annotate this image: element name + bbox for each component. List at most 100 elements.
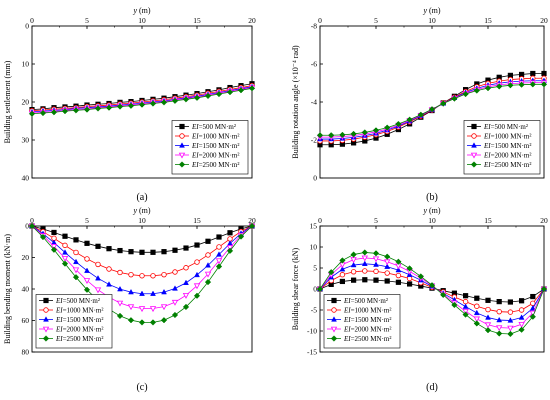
- data-point: [339, 257, 346, 264]
- data-point: [237, 233, 245, 240]
- data-point: [193, 292, 201, 299]
- data-point: [518, 298, 525, 304]
- data-point: [139, 249, 145, 255]
- data-point: [248, 222, 256, 230]
- legend-entry: EI=2000 MN·m²: [483, 152, 531, 160]
- data-point: [216, 234, 222, 240]
- data-point: [127, 304, 135, 311]
- x-tick-label: 20: [248, 216, 256, 225]
- y-tick-label: 30: [22, 136, 30, 145]
- legend-marker: [42, 326, 50, 333]
- series-5: [28, 85, 256, 117]
- data-point: [139, 273, 145, 279]
- data-point: [51, 229, 57, 236]
- data-point: [507, 299, 514, 305]
- y-tick-label: -4: [311, 98, 317, 107]
- data-point: [50, 109, 58, 116]
- legend-entry: EI=500 MN·m²: [55, 297, 100, 305]
- data-point: [226, 247, 234, 255]
- data-point: [484, 84, 492, 92]
- data-point: [84, 256, 90, 262]
- legend-entry: EI=500 MN·m²: [483, 123, 528, 131]
- x-tick-label: 0: [30, 16, 34, 25]
- data-point: [161, 271, 167, 278]
- data-point: [205, 262, 211, 268]
- data-point: [384, 263, 391, 269]
- data-point: [171, 311, 179, 319]
- data-point: [406, 116, 413, 123]
- panel-caption: (d): [426, 382, 438, 393]
- data-point: [350, 251, 357, 258]
- data-point: [529, 313, 536, 320]
- data-point: [160, 317, 168, 324]
- y-tick-label: 0: [25, 222, 29, 231]
- data-point: [51, 239, 57, 245]
- y-tick-label: -8: [311, 22, 317, 31]
- data-point: [518, 71, 525, 78]
- data-point: [84, 240, 90, 246]
- data-point: [182, 96, 190, 103]
- x-axis-label: y (m): [422, 206, 440, 215]
- data-point: [339, 278, 346, 285]
- data-point: [127, 102, 135, 109]
- y-tick-label: 40: [22, 174, 30, 183]
- x-tick-label: 10: [138, 216, 146, 225]
- y-axis-label: Building rotation angle (×10⁻⁴ rad): [291, 45, 300, 159]
- data-point: [372, 127, 380, 134]
- data-point: [350, 130, 357, 138]
- data-point: [183, 279, 189, 286]
- panel-caption: (b): [426, 192, 438, 203]
- legend-entry: EI=1500 MN·m²: [191, 142, 239, 150]
- data-point: [61, 260, 69, 267]
- legend-marker: [471, 133, 477, 139]
- data-point: [215, 258, 223, 265]
- data-point: [384, 270, 390, 276]
- data-point: [105, 104, 113, 111]
- data-point: [507, 82, 514, 89]
- data-point: [496, 316, 503, 323]
- legend-entry: EI=1500 MN·m²: [343, 316, 391, 324]
- data-point: [138, 319, 146, 326]
- data-point: [150, 273, 156, 279]
- data-point: [406, 265, 413, 272]
- chart-panel-4: 0 5 10 15 20 y (m) 15 10 5 0 -5 -10 -15 Building shea…: [291, 206, 548, 393]
- legend-marker: [330, 335, 338, 342]
- legend-marker: [43, 316, 49, 322]
- chart-panel-3: 0 5 10 15 20 y (m) 0 20 40 60 80 Building bending m…: [3, 206, 256, 393]
- data-point: [507, 325, 514, 332]
- x-tick-label: 0: [30, 216, 34, 225]
- data-point: [496, 308, 502, 315]
- data-point: [149, 100, 157, 107]
- data-point: [373, 277, 379, 283]
- data-point: [496, 325, 503, 332]
- panel-caption: (a): [136, 192, 147, 203]
- legend-entry: EI=500 MN·m²: [343, 297, 388, 305]
- y-tick-label: 80: [22, 348, 30, 357]
- data-point: [72, 267, 80, 274]
- legend-entry: EI=1000 MN·m²: [343, 307, 391, 315]
- legend-marker: [178, 152, 186, 159]
- data-point: [484, 322, 492, 329]
- data-point: [518, 321, 525, 328]
- data-point: [62, 249, 68, 255]
- data-point: [127, 317, 135, 324]
- chart-panel-2: 0 5 10 15 20 y (m) 0 -2 -4 -6 -8 Building rotation …: [291, 6, 548, 203]
- data-point: [138, 306, 146, 313]
- data-point: [507, 309, 514, 315]
- series-5: [316, 249, 548, 338]
- data-point: [473, 320, 480, 327]
- data-point: [50, 246, 58, 253]
- data-point: [395, 272, 402, 279]
- data-point: [485, 314, 491, 320]
- data-point: [496, 298, 502, 305]
- data-point: [28, 222, 36, 230]
- data-point: [194, 259, 200, 265]
- legend-marker: [179, 142, 185, 148]
- data-point: [440, 291, 447, 299]
- data-point: [540, 285, 548, 293]
- legend-entry: EI=2500 MN·m²: [191, 161, 239, 169]
- y-tick-label: -2: [311, 136, 317, 145]
